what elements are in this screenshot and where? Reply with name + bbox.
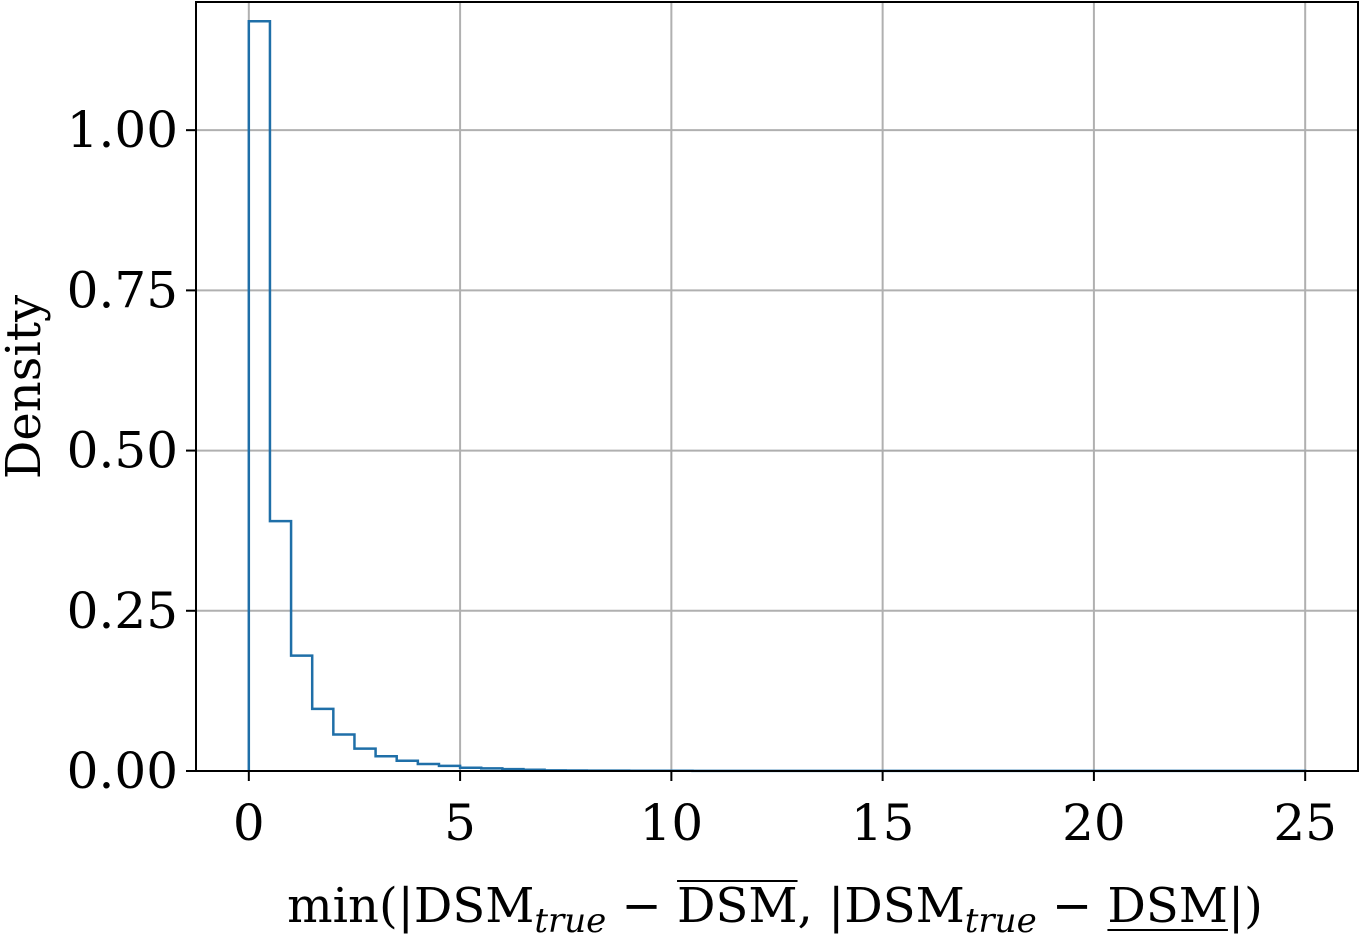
- x-label-subscript-2: true: [965, 901, 1037, 934]
- histogram-bin: [249, 21, 270, 771]
- y-tick-label: 0.75: [67, 261, 178, 319]
- tick-labels: 0 5 10 15 20 25 0.00 0.25 0.50 0.75 1.00: [67, 101, 1337, 852]
- x-label-minus-2: −: [1037, 878, 1108, 934]
- x-tick-label: 25: [1273, 794, 1337, 852]
- histogram-bin: [312, 709, 333, 771]
- y-tick-label: 0.25: [67, 582, 178, 640]
- x-label-underline-term: DSM: [1107, 878, 1228, 934]
- y-axis-label: Density: [0, 295, 52, 479]
- axis-ticks: [186, 129, 1307, 781]
- histogram-step-line: [247, 19, 1307, 773]
- x-label-subscript-1: true: [534, 901, 606, 934]
- svg-text:min(|DSMtrue − DSM, |DSMtrue: min(|DSMtrue − DSM, |DSMtrue − DSM|): [287, 878, 1263, 934]
- x-label-separator: , |DSM: [798, 878, 965, 934]
- histogram-bin: [354, 749, 375, 771]
- x-label-minus-1: −: [606, 878, 677, 934]
- x-tick-label: 5: [444, 794, 476, 852]
- plot-frame: [195, 1, 1359, 772]
- x-label-close: |): [1228, 878, 1263, 934]
- histogram-bin: [270, 521, 291, 771]
- histogram-bin: [333, 734, 354, 771]
- histogram-bin: [376, 756, 397, 771]
- grid-lines: [196, 2, 1358, 772]
- x-tick-label: 0: [233, 794, 265, 852]
- y-tick-label: 0.00: [67, 742, 178, 800]
- x-label-overline-term: DSM: [677, 878, 798, 934]
- x-tick-label: 20: [1062, 794, 1126, 852]
- x-tick-label: 10: [640, 794, 704, 852]
- y-tick-label: 0.50: [67, 422, 178, 480]
- x-label-open: min(|DSM: [287, 878, 534, 934]
- y-tick-label: 1.00: [67, 101, 178, 159]
- x-tick-label: 15: [851, 794, 915, 852]
- histogram-bin: [418, 764, 439, 771]
- histogram-series: [247, 19, 1307, 773]
- x-axis-label: min(|DSMtrue − DSM, |DSMtrue − DSM|): [287, 878, 1263, 934]
- histogram-bin: [397, 761, 418, 771]
- histogram-bin: [291, 656, 312, 771]
